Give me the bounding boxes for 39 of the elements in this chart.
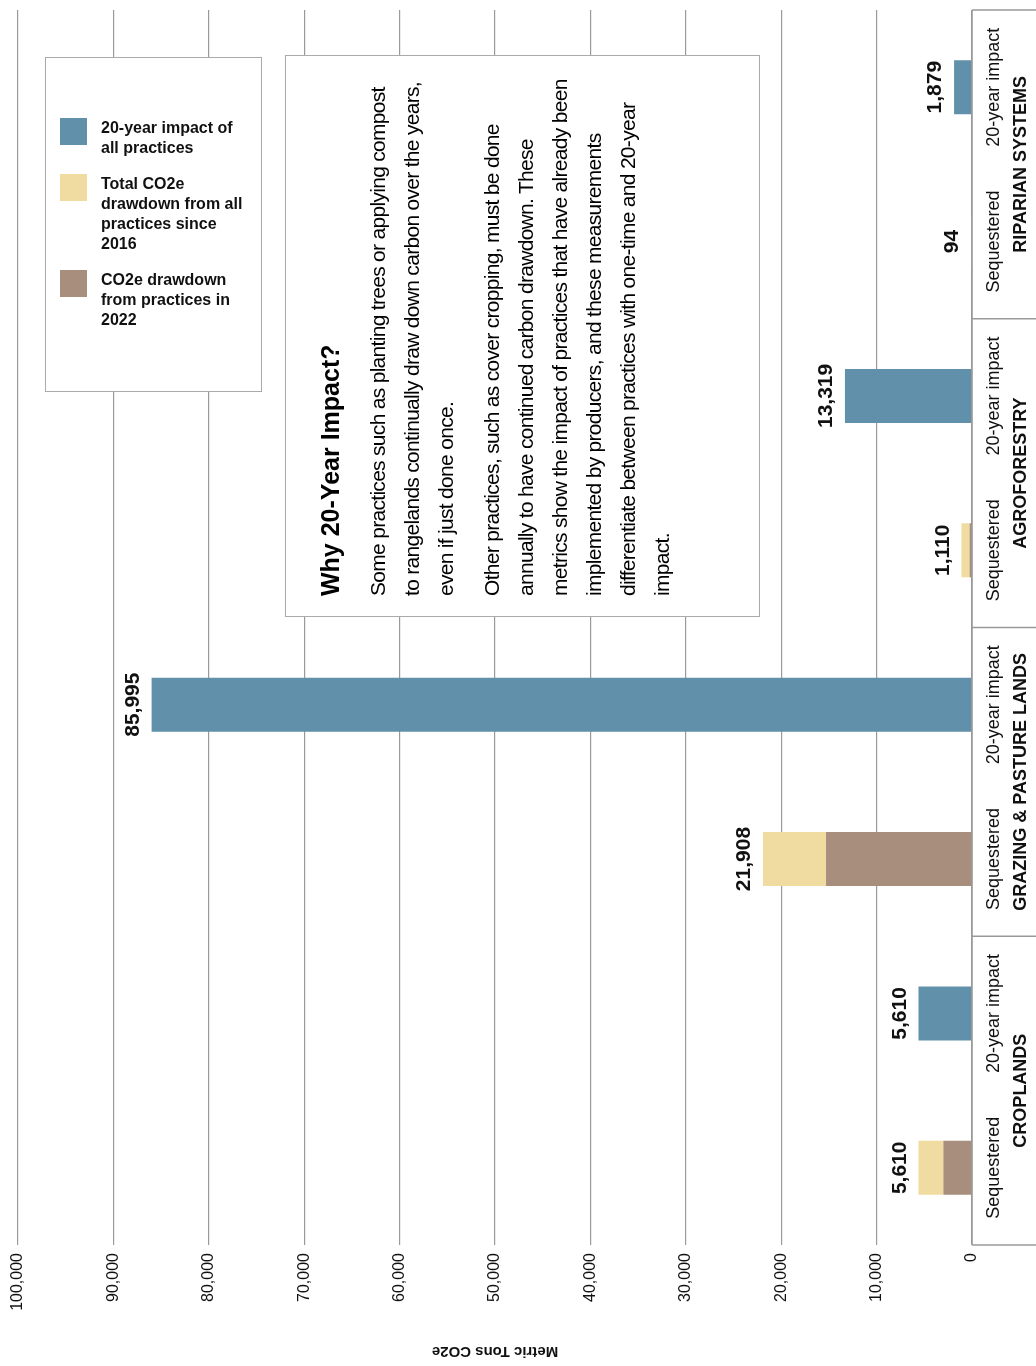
x-tick-label: 70,000 <box>294 1252 312 1302</box>
annotation: Other practices, such as cover cropping, must be done annually to have continued carbon drawdown. These metrics show the impact of practices that have already been implemented by producers, and these measurements differentiate between practices with one-time and 20-year impact. <box>479 78 674 596</box>
total-label: 5,610 <box>886 1141 910 1195</box>
x-tick-label: 60,000 <box>390 1252 408 1302</box>
y-tick-label: 20-year impact <box>982 953 1003 1073</box>
legend-label: 20-year impact of all practices <box>101 118 234 158</box>
text: AGROFORESTRY <box>1009 397 1030 549</box>
total-label: 94 <box>939 229 963 254</box>
text: GRAZING & PASTURE LANDS <box>1009 653 1030 911</box>
annotation: Why 20-Year Impact? <box>316 343 345 596</box>
x-tick-label: 10,000 <box>867 1252 885 1302</box>
data-label: 1,879 <box>922 60 946 114</box>
y-tick-label: Sequestered <box>982 808 1003 911</box>
y-tick-label: 20-year impact <box>982 645 1003 765</box>
text: RIPARIAN SYSTEMS <box>1009 76 1030 253</box>
x-tick-label: 0 <box>962 1252 980 1262</box>
total-label: 21,908 <box>731 826 755 892</box>
y-tick-label: 20-year impact <box>982 27 1003 147</box>
y-tick-label: Sequestered <box>982 1116 1003 1219</box>
x-axis-title: Metric Tons CO2e <box>431 1344 559 1362</box>
legend-label: CO2e drawdown from practices in 2022 <box>101 270 231 330</box>
x-tick-label: 90,000 <box>103 1252 121 1302</box>
x-tick-label: 30,000 <box>676 1252 694 1302</box>
data-label: 5,610 <box>886 987 910 1040</box>
y-tick-label: Sequestered <box>982 190 1003 293</box>
data-label: 85,995 <box>119 672 143 737</box>
text: CROPLANDS <box>1009 1033 1030 1148</box>
y-tick-label: Sequestered <box>982 499 1003 602</box>
x-tick-label: 40,000 <box>580 1252 598 1302</box>
total-label: 1,110 <box>929 524 953 577</box>
x-tick-label: 50,000 <box>485 1252 503 1302</box>
annotation: Some practices such as planting trees or applying compost to rangelands continually draw down carbon over the years, even if just done once. <box>365 81 458 596</box>
text-panel: Why 20-Year Impact? Some practices such as planting trees or applying compost to rangelands continually draw down carbon over the years, even if just done once. Other practices, such as cover cropping, must be done annually to have continued carbon drawdown. These metrics show the impact of practices that have already been implemented by producers, and these measurements differentiate between practices with one-time and 20-year impact. <box>285 55 760 617</box>
y-tick-label: 20-year impact <box>982 336 1003 456</box>
x-tick-label: 20,000 <box>771 1252 789 1302</box>
x-tick-label: 80,000 <box>199 1252 217 1302</box>
data-label: 13,319 <box>813 363 837 429</box>
legend-label: Total CO2e drawdown from all practices since 2016 <box>101 174 244 254</box>
x-tick-label: 100,000 <box>8 1252 26 1311</box>
